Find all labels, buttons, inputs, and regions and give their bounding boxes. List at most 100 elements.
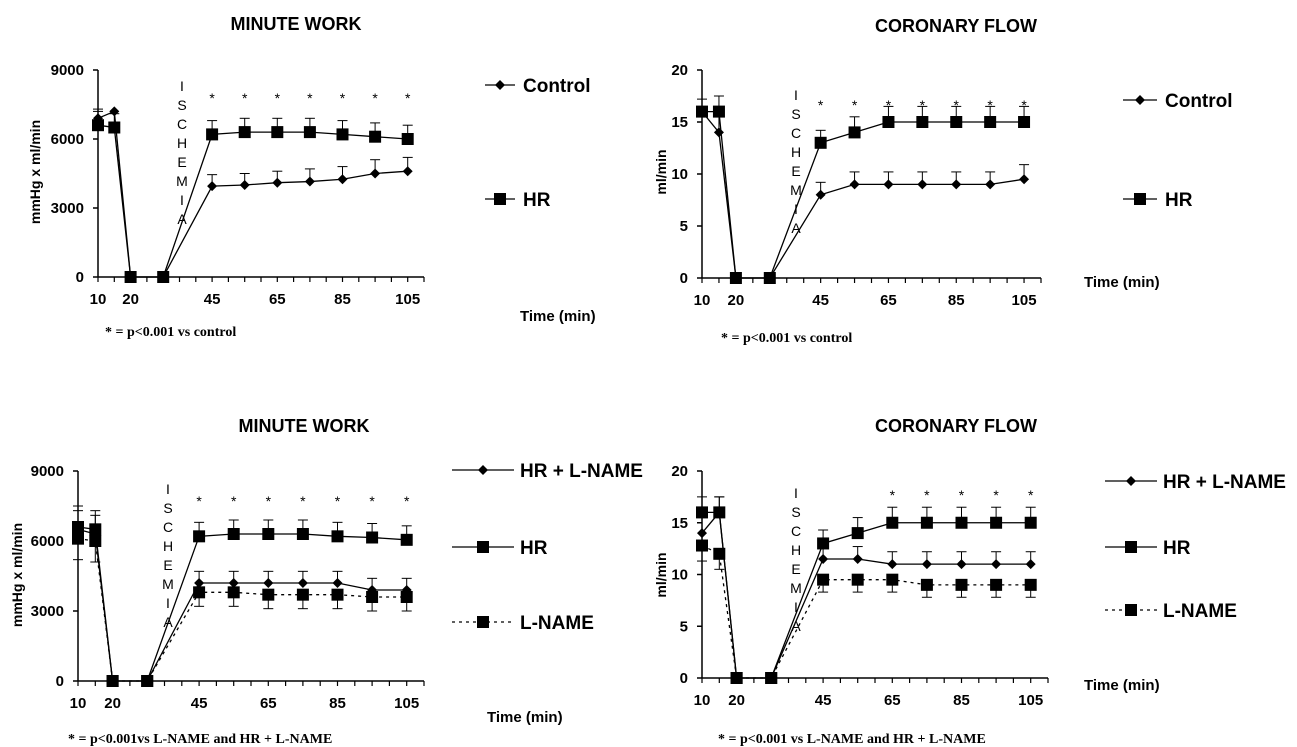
data-point [89,523,102,536]
data-point [886,573,899,586]
x-tick-label: 105 [395,291,420,308]
series-line [77,538,407,682]
legend-label: HR + L-NAME [1163,472,1286,493]
data-point [106,675,119,687]
legend-marker [1125,604,1137,616]
series-line [701,111,1025,279]
legend-label: L-NAME [520,613,594,634]
y-tick-label: 5 [680,218,688,235]
data-point [920,578,933,591]
significance-star: * [890,487,896,503]
data-point [848,126,861,139]
data-point [984,116,997,128]
ischemia-letter: I [794,599,798,615]
ischemia-letter: M [176,173,188,189]
series-hr [696,496,1037,684]
ischemia-letter: C [791,523,801,539]
legend-entry: HR [452,538,548,559]
data-point [883,179,894,190]
ischemia-letter: M [162,576,174,592]
ischemia-letter: E [791,163,800,179]
ischemia-letter: I [794,485,798,501]
ischemia-letter: H [791,144,801,160]
data-point [108,121,121,134]
legend-entry: HR [485,190,551,211]
ischemia-letter: I [166,595,170,611]
data-point [332,578,343,588]
significance-star: * [404,493,410,509]
ischemia-letter: I [794,87,798,103]
data-point [336,128,349,141]
series-line [97,124,408,278]
data-point [263,578,274,588]
significance-star: * [1021,97,1027,113]
x-tick-label: 10 [694,292,711,309]
data-point [366,591,379,603]
data-point [296,588,309,601]
y-tick-label: 20 [671,62,688,79]
ischemia-letter: H [163,538,173,554]
data-point [696,105,708,118]
data-point [712,105,725,118]
y-tick-label: 9000 [51,62,84,79]
significance-star: * [335,493,341,509]
data-point [852,553,863,564]
chart-panel-4: CORONARY FLOW 0 5 10 15 20 10 20 45 65 85 105 ml/min… [653,416,1286,747]
x-tick-label: 45 [191,695,208,712]
y-tick-label: 6000 [31,533,64,550]
y-tick-label: 5 [680,618,688,635]
x-axis-label: Time (min) [1084,677,1160,694]
significance-star: * [300,493,306,509]
footnote: * = p<0.001vs L-NAME and HR + L-NAME [68,732,332,747]
significance-star: * [920,97,926,113]
y-tick-label: 0 [56,673,64,690]
significance-star: * [266,493,272,509]
significance-star: * [340,90,346,106]
data-point [920,516,933,529]
ischemia-letter: I [166,481,170,497]
data-point [193,586,206,599]
data-point [1024,578,1037,591]
y-axis-label: ml/min [653,552,669,597]
series-hr [72,510,413,687]
legend-label: L-NAME [1163,601,1237,622]
y-tick-label: 20 [671,463,688,480]
data-point [228,578,239,588]
y-tick-label: 3000 [51,200,84,217]
ischemia-letter: C [163,519,173,535]
legend-entry: HR + L-NAME [1105,472,1286,493]
data-point [697,528,707,539]
data-point [72,521,84,533]
data-point [818,553,829,564]
footnote: * = p<0.001 vs L-NAME and HR + L-NAME [718,732,986,747]
legend-label: HR [523,190,551,211]
data-point [921,559,932,570]
series-line [701,510,1031,679]
x-axis-label: Time (min) [1084,274,1160,291]
legend-marker [1134,193,1146,205]
legend-marker [477,541,489,553]
legend-label: Control [1165,91,1233,112]
series-hr [696,95,1031,284]
x-tick-label: 85 [329,695,346,712]
x-tick-label: 20 [122,291,139,308]
ischemia-letter: A [177,211,187,227]
x-tick-label: 85 [948,292,965,309]
data-point [882,116,895,128]
x-tick-label: 65 [260,695,277,712]
significance-star: * [405,90,411,106]
significance-star: * [852,97,858,113]
legend-label: Control [523,76,591,97]
data-point [696,539,708,552]
y-tick-label: 0 [76,269,84,286]
data-point [271,126,284,139]
significance-star: * [372,90,378,106]
data-point [238,126,251,139]
series-l-name [72,532,413,687]
series-line [77,526,407,682]
significance-star: * [954,97,960,113]
data-point [916,116,929,128]
ischemia-letter: E [791,561,800,577]
y-axis-label: ml/min [653,149,669,194]
